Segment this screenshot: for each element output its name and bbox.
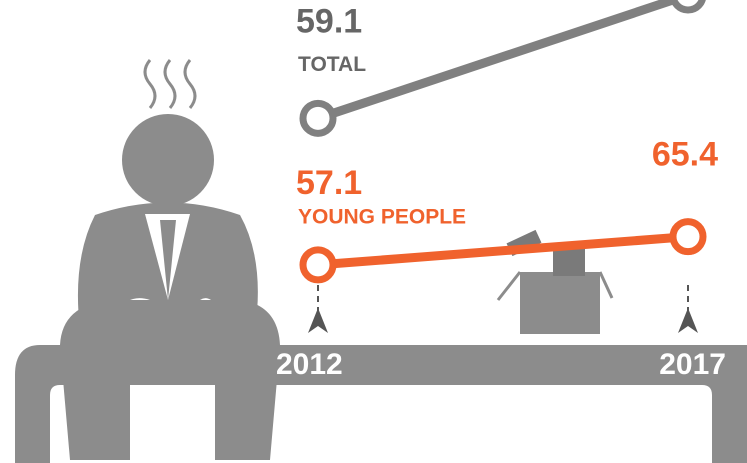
decoration (15, 59, 747, 463)
x-tick-label: 2017 (659, 348, 726, 381)
data-label: 59.1 (296, 2, 362, 40)
series-name: TOTAL (298, 53, 366, 76)
box (520, 272, 600, 334)
arrow (308, 308, 328, 333)
point (669, 218, 707, 256)
point (299, 99, 337, 137)
stress-lines (143, 59, 197, 109)
series-name: YOUNG PEOPLE (298, 205, 466, 228)
data-label: 65.4 (652, 136, 718, 174)
box-flaps (496, 271, 614, 301)
series-line (317, 232, 689, 270)
person-legs (60, 300, 280, 460)
series-line (316, 0, 688, 123)
person-head (122, 114, 214, 206)
box-item (553, 248, 585, 276)
person-tie (160, 220, 176, 300)
arrow (678, 308, 698, 333)
point (299, 246, 337, 284)
point (670, 0, 706, 14)
x-tick-label: 2012 (276, 348, 343, 381)
data-label: 57.1 (296, 164, 362, 202)
